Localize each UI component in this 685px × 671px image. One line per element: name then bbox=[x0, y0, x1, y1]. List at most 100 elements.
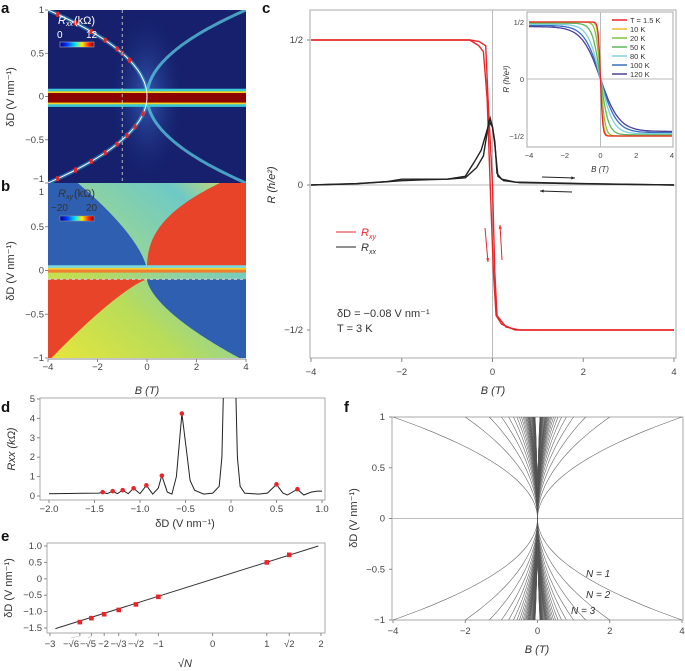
heatmap-a-marker bbox=[141, 111, 145, 117]
panel-b-xtick: 2 bbox=[194, 362, 199, 373]
panel-c-xtick: 2 bbox=[581, 367, 586, 378]
panel-label-b: b bbox=[1, 178, 10, 195]
panel-e-xtick: −√2 bbox=[128, 639, 144, 650]
sweep-arrow-down bbox=[484, 227, 490, 263]
panel-ab-axes: Rxx(kΩ) 0 12 Rxy(kΩ) −20 20 δD (V nm⁻¹) … bbox=[5, 5, 249, 397]
panel-d-ylabel: Rxx (kΩ) bbox=[6, 427, 18, 471]
inset-xlabel: B (T) bbox=[591, 165, 609, 174]
fit-line bbox=[55, 545, 319, 630]
data-point bbox=[156, 594, 161, 600]
colorbar-a-symbol: R bbox=[58, 15, 66, 27]
panel-d-ytick: 5 bbox=[30, 394, 35, 405]
inset-legend-label: 80 K bbox=[630, 52, 645, 61]
inset-legend-label: 10 K bbox=[630, 25, 645, 34]
panel-e-xtick: √2 bbox=[284, 639, 295, 650]
landau-level-curve bbox=[537, 518, 610, 621]
panel-a-ytick: 0.5 bbox=[31, 48, 44, 59]
colorbar-b-max: 20 bbox=[86, 203, 98, 214]
panel-c-ytick: 1/2 bbox=[290, 35, 303, 46]
colorbar-b-symbol: R bbox=[58, 188, 66, 200]
inset-ylabel: R (h/e²) bbox=[502, 65, 511, 92]
panel-d-xtick: −0.5 bbox=[176, 504, 195, 515]
panel-d-xlabel: δD (V nm⁻¹) bbox=[155, 518, 215, 530]
inset-legend-label: T = 1.5 K bbox=[630, 16, 661, 25]
rxx-trace bbox=[48, 398, 322, 496]
panel-e-ytick: −0.5 bbox=[23, 590, 42, 601]
panel-label-e: e bbox=[1, 528, 9, 545]
data-point bbox=[286, 552, 292, 558]
legend-rxx-symbol: R bbox=[361, 242, 369, 254]
panel-a-ytick: −1 bbox=[33, 174, 44, 185]
heatmap-a-marker bbox=[89, 158, 93, 164]
heatmap-b-upper-right-region bbox=[147, 183, 246, 267]
rxy-curve bbox=[311, 39, 674, 331]
panel-c-xtick: 4 bbox=[671, 367, 676, 378]
heatmap-a-marker bbox=[73, 167, 77, 173]
panel-d-plot-area bbox=[48, 398, 322, 496]
panel-f-ytick: 0 bbox=[380, 514, 385, 525]
panel-d-ytick: 0 bbox=[30, 491, 35, 502]
panel-c-annotation-T: T = 3 K bbox=[337, 323, 373, 335]
landau-level-curve bbox=[534, 416, 538, 519]
heatmap-a-marker bbox=[103, 150, 107, 156]
panel-b-xtick: −2 bbox=[92, 362, 103, 373]
panel-c-xtick: −4 bbox=[306, 367, 317, 378]
data-point bbox=[101, 611, 107, 617]
colorbar-a-subscript: xx bbox=[65, 21, 74, 28]
panel-b-xtick: 4 bbox=[243, 362, 248, 373]
colorbar-a-max: 12 bbox=[86, 30, 98, 41]
panel-e-xtick: 1 bbox=[264, 639, 269, 650]
sweep-arrow-up-shaft bbox=[499, 224, 503, 261]
panel-e-xtick-leader bbox=[70, 635, 80, 639]
landau-level-curve bbox=[392, 518, 538, 621]
heatmap-a-marker bbox=[56, 176, 60, 182]
inset-legend-label: 100 K bbox=[630, 61, 650, 70]
colorbar-b-min: −20 bbox=[51, 203, 68, 214]
landau-level-curve bbox=[537, 518, 683, 621]
data-point bbox=[264, 560, 270, 565]
data-point bbox=[77, 619, 83, 625]
landau-level-curve bbox=[537, 416, 586, 519]
panel-e-chart: δD (V nm⁻¹) √N 1.00.50−0.5−1.0−1.5−3 −√6−… bbox=[3, 541, 326, 670]
curve-label-n1: N = 1 bbox=[586, 569, 610, 580]
rxx-curve bbox=[310, 115, 675, 186]
legend-rxx-subscript: xx bbox=[368, 249, 377, 256]
sweep-arrow-down-head bbox=[486, 258, 490, 262]
peak-marker bbox=[274, 482, 279, 487]
panel-b-ytick: 1 bbox=[39, 187, 44, 198]
heatmap-a-marker bbox=[115, 141, 119, 147]
data-point bbox=[133, 602, 139, 607]
landau-level-curve bbox=[489, 518, 538, 621]
panel-d-xtick: 0.5 bbox=[270, 504, 283, 515]
panel-b-xtick: 0 bbox=[144, 362, 149, 373]
heatmap-b-upper-left-region bbox=[48, 183, 147, 267]
panel-b-ytick: 0.5 bbox=[31, 222, 44, 233]
colorbar-b bbox=[59, 215, 95, 222]
panel-c-xtick: 0 bbox=[490, 367, 495, 378]
panel-d-xtick: −1.0 bbox=[131, 504, 150, 515]
panel-e-xtick: 2 bbox=[318, 639, 323, 650]
panel-a-heatmap bbox=[48, 10, 246, 183]
panel-a-ytick: 1 bbox=[39, 5, 44, 16]
panel-c-ytick: 0 bbox=[298, 180, 303, 191]
panel-b-xlabel: B (T) bbox=[135, 385, 160, 397]
panel-d-xtick: −2.0 bbox=[40, 504, 59, 515]
panel-e-xtick: −3 bbox=[45, 639, 56, 650]
panel-b-heatmap bbox=[48, 183, 246, 358]
panel-label-c: c bbox=[262, 0, 270, 17]
panel-e-xtick: 0 bbox=[210, 639, 215, 650]
peak-marker bbox=[179, 411, 185, 416]
panel-b-ytick: −0.5 bbox=[25, 309, 44, 320]
inset-xtick: −4 bbox=[525, 151, 534, 160]
landau-level-curve bbox=[465, 518, 538, 621]
inset-xtick: −2 bbox=[560, 151, 569, 160]
panel-e-xtick: −2 bbox=[98, 639, 109, 650]
panel-f-ytick: 1 bbox=[380, 412, 385, 423]
colorbar-b-subscript: xy bbox=[65, 194, 74, 201]
peak-marker bbox=[100, 489, 105, 495]
heatmap-b-lower-left-region bbox=[48, 279, 147, 358]
sweep-arrow-right-shaft bbox=[541, 176, 576, 179]
inset-xtick: 2 bbox=[634, 151, 638, 160]
peak-marker bbox=[131, 485, 136, 491]
